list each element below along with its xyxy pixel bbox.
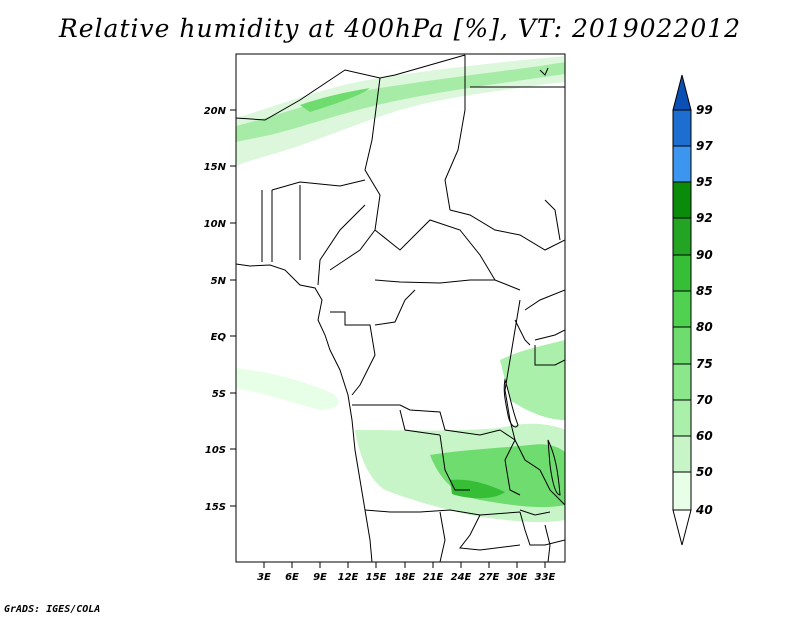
lon-tick-label: 12E: [338, 572, 359, 583]
lat-tick-label: 10N: [204, 219, 227, 230]
colorbar-level-label: 90: [696, 248, 713, 262]
colorbar-level-label: 80: [696, 320, 713, 334]
colorbar-segment: [672, 399, 692, 437]
colorbar-segment: [672, 254, 692, 292]
humidity-shading: [236, 56, 565, 523]
lon-tick-label: 27E: [479, 572, 500, 583]
lat-tick-label: 5S: [212, 389, 226, 400]
country-borders: [236, 54, 565, 562]
humidity-band-north-core: [236, 62, 565, 142]
lon-tick-label: 15E: [366, 572, 387, 583]
colorbar-segment: [672, 181, 692, 219]
colorbar-level-label: 40: [695, 503, 713, 517]
colorbar-level-label: 92: [696, 211, 713, 225]
colorbar-level-label: 97: [696, 139, 713, 153]
colorbar-segment: [672, 471, 692, 511]
colorbar-level-label: 95: [696, 175, 713, 189]
map-title: Relative humidity at 400hPa [%], VT: 201…: [58, 14, 742, 43]
colorbar-segment: [672, 363, 692, 401]
lon-tick-label: 30E: [507, 572, 528, 583]
lon-tick-label: 9E: [313, 572, 327, 583]
lat-tick-label: 10S: [205, 445, 226, 456]
colorbar-level-label: 70: [696, 393, 713, 407]
humidity-patch-east: [500, 340, 565, 420]
colorbar-bottom-arrow: [672, 509, 692, 546]
lon-tick-label: 21E: [423, 572, 444, 583]
colorbar-level-label: 85: [696, 284, 713, 298]
colorbar-segment: [672, 217, 692, 256]
lat-tick-label: 15N: [204, 162, 227, 173]
colorbar-segment: [672, 326, 692, 365]
colorbar-top-arrow: [672, 74, 692, 111]
colorbar-segment: [672, 290, 692, 328]
lon-tick-label: 18E: [395, 572, 416, 583]
lat-axis: 20N 15N 10N 5N EQ 5S 10S 15S: [204, 106, 236, 513]
lon-tick-label: 6E: [285, 572, 299, 583]
lon-tick-label: 33E: [535, 572, 556, 583]
colorbar-segment: [672, 145, 692, 183]
colorbar-level-label: 60: [696, 429, 713, 443]
colorbar: 40 50 60 70 75 80 85 90 92 95 97 99: [672, 74, 713, 546]
lon-tick-label: 3E: [257, 572, 271, 583]
lon-tick-label: 24E: [451, 572, 472, 583]
lat-tick-label: 15S: [205, 502, 226, 513]
humidity-band-north-peak: [300, 88, 370, 112]
map-frame: [235, 53, 566, 563]
humidity-patch-west: [236, 368, 339, 410]
colorbar-level-label: 75: [696, 357, 713, 371]
lat-tick-label: 5N: [211, 276, 227, 287]
lat-tick-label: EQ: [211, 332, 227, 343]
colorbar-segment: [672, 435, 692, 473]
colorbar-level-label: 99: [696, 103, 713, 117]
grads-credit: GrADS: IGES/COLA: [4, 604, 101, 615]
lat-tick-label: 20N: [204, 106, 227, 117]
colorbar-level-label: 50: [696, 465, 713, 479]
lon-axis: 3E 6E 9E 12E 15E 18E 21E 24E 27E 30E 33E: [257, 562, 556, 583]
humidity-band-south-peak: [450, 479, 505, 499]
colorbar-segment: [672, 109, 692, 147]
